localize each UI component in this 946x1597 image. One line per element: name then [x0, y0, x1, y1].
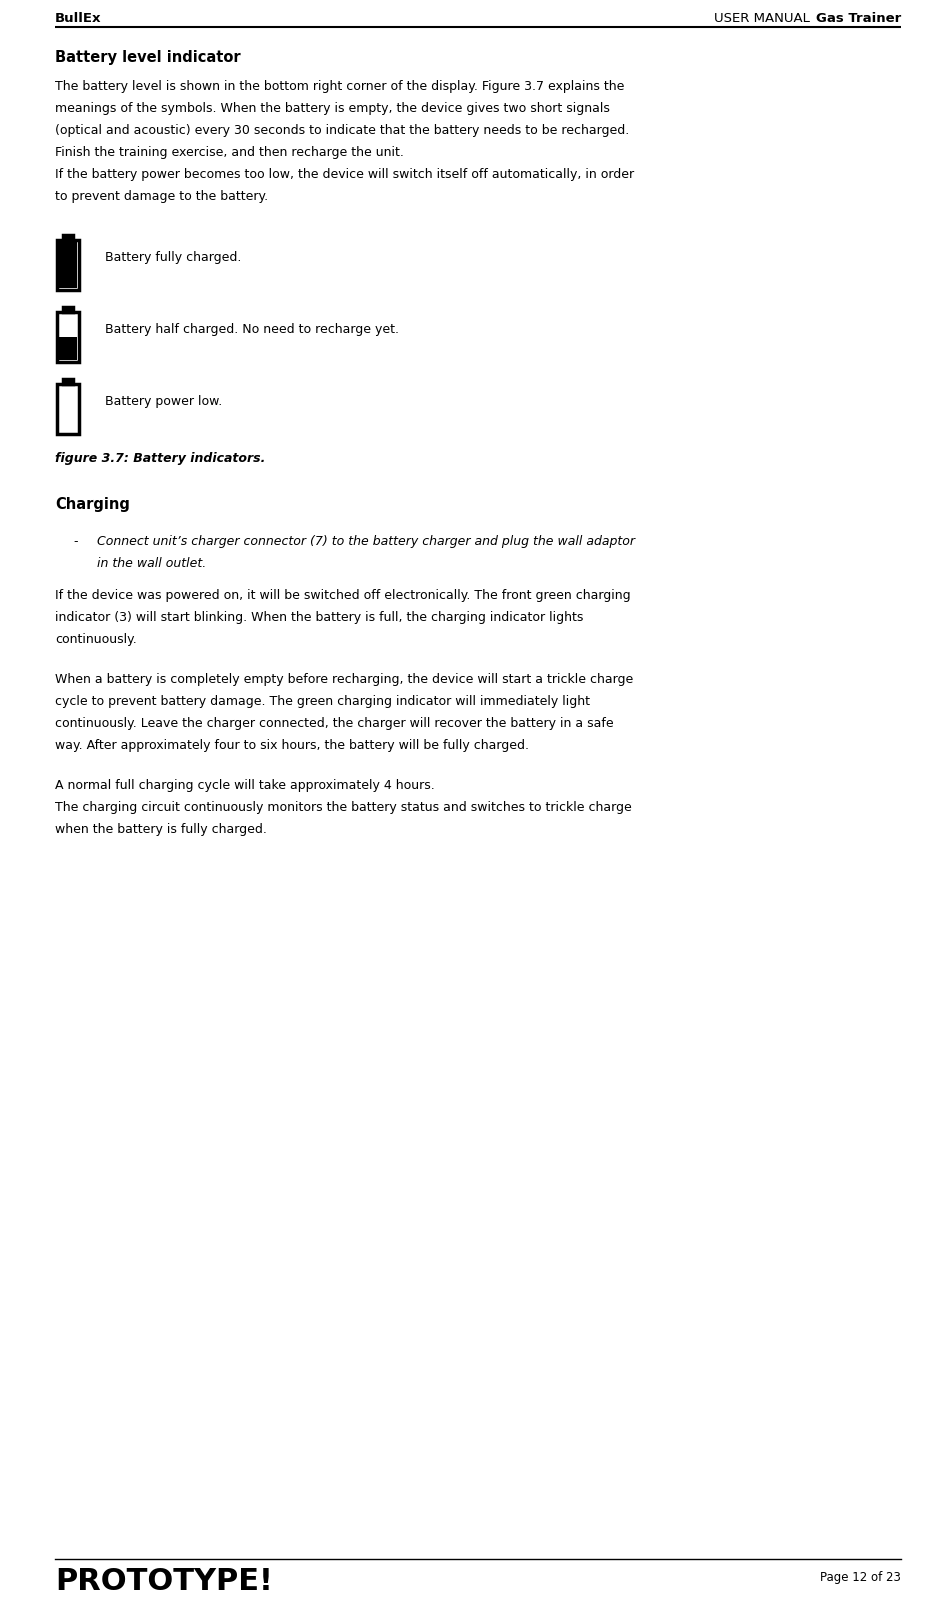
Bar — [59, 337, 77, 359]
Text: Battery fully charged.: Battery fully charged. — [105, 251, 241, 264]
Text: BullEx: BullEx — [55, 13, 101, 26]
Text: continuously. Leave the charger connected, the charger will recover the battery : continuously. Leave the charger connecte… — [55, 717, 614, 730]
Text: The charging circuit continuously monitors the battery status and switches to tr: The charging circuit continuously monito… — [55, 802, 632, 814]
Text: continuously.: continuously. — [55, 632, 137, 647]
Bar — [63, 378, 73, 383]
Text: PROTOTYPE!: PROTOTYPE! — [55, 1567, 272, 1595]
Text: Battery level indicator: Battery level indicator — [55, 50, 240, 65]
Text: A normal full charging cycle will take approximately 4 hours.: A normal full charging cycle will take a… — [55, 779, 435, 792]
Text: when the battery is fully charged.: when the battery is fully charged. — [55, 822, 267, 835]
Bar — [63, 235, 73, 240]
Text: cycle to prevent battery damage. The green charging indicator will immediately l: cycle to prevent battery damage. The gre… — [55, 695, 590, 707]
Text: USER MANUAL: USER MANUAL — [714, 13, 814, 26]
Text: Page 12 of 23: Page 12 of 23 — [820, 1571, 901, 1584]
Text: (optical and acoustic) every 30 seconds to indicate that the battery needs to be: (optical and acoustic) every 30 seconds … — [55, 125, 629, 137]
Bar — [57, 240, 79, 291]
Text: Battery power low.: Battery power low. — [105, 394, 222, 407]
Text: Charging: Charging — [55, 497, 130, 513]
Text: to prevent damage to the battery.: to prevent damage to the battery. — [55, 190, 268, 203]
Text: If the device was powered on, it will be switched off electronically. The front : If the device was powered on, it will be… — [55, 589, 631, 602]
Text: way. After approximately four to six hours, the battery will be fully charged.: way. After approximately four to six hou… — [55, 739, 529, 752]
Bar — [57, 383, 79, 434]
Text: figure 3.7: Battery indicators.: figure 3.7: Battery indicators. — [55, 452, 266, 465]
Text: The battery level is shown in the bottom right corner of the display. Figure 3.7: The battery level is shown in the bottom… — [55, 80, 624, 93]
Text: in the wall outlet.: in the wall outlet. — [97, 557, 206, 570]
Text: If the battery power becomes too low, the device will switch itself off automati: If the battery power becomes too low, th… — [55, 168, 634, 180]
Text: Battery half charged. No need to recharge yet.: Battery half charged. No need to recharg… — [105, 323, 399, 335]
Text: When a battery is completely empty before recharging, the device will start a tr: When a battery is completely empty befor… — [55, 672, 633, 687]
Text: meanings of the symbols. When the battery is empty, the device gives two short s: meanings of the symbols. When the batter… — [55, 102, 610, 115]
Text: Connect unit’s charger connector (7) to the battery charger and plug the wall ad: Connect unit’s charger connector (7) to … — [97, 535, 635, 548]
Text: -: - — [73, 535, 78, 548]
Bar — [63, 307, 73, 311]
Bar — [57, 311, 79, 363]
Text: indicator (3) will start blinking. When the battery is full, the charging indica: indicator (3) will start blinking. When … — [55, 612, 584, 624]
Text: Finish the training exercise, and then recharge the unit.: Finish the training exercise, and then r… — [55, 145, 404, 160]
Text: Gas Trainer: Gas Trainer — [815, 13, 901, 26]
Bar — [59, 243, 77, 287]
